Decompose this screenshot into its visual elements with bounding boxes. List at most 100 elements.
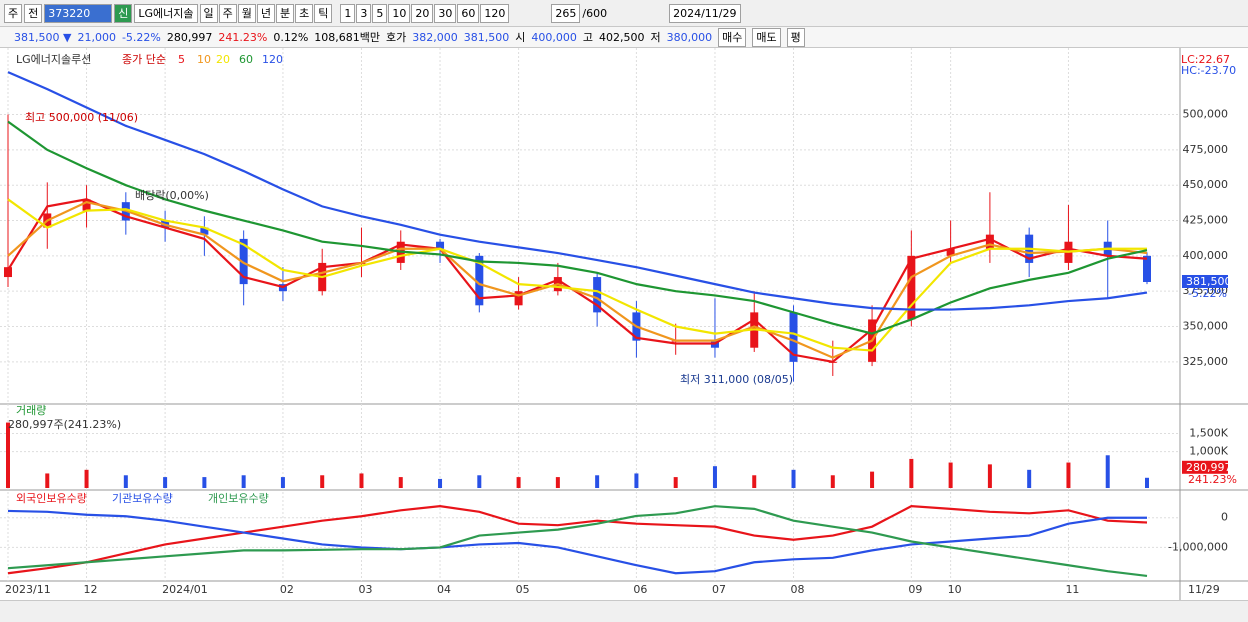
- y-tick-label: 0: [1221, 511, 1228, 524]
- hc-label: HC:-23.70: [1181, 64, 1236, 77]
- series-line: [7, 200, 1148, 359]
- amount: 108,681백만: [314, 31, 381, 44]
- date[interactable]: 2024/11/29: [669, 3, 741, 23]
- interval-button[interactable]: 120: [480, 3, 510, 23]
- y-tick-label: 1,500K: [1189, 426, 1228, 439]
- legend-entry: 20: [216, 53, 230, 66]
- legend-entry: 60: [239, 53, 253, 66]
- interval-button[interactable]: 10: [388, 3, 411, 23]
- period-button[interactable]: 초: [295, 3, 314, 23]
- candle-body: [239, 238, 248, 285]
- y-tick-label: 500,000: [1183, 108, 1229, 121]
- volume-bar: [6, 422, 10, 488]
- eval-button[interactable]: 평: [786, 27, 805, 47]
- period-button[interactable]: 틱: [314, 3, 333, 23]
- count-max: /600: [582, 6, 608, 20]
- panel-title: 거래량: [16, 404, 46, 417]
- legend-entry: 10: [197, 53, 211, 66]
- candle-body: [593, 277, 602, 313]
- x-tick-label: 10: [948, 583, 962, 596]
- period-button[interactable]: 월: [237, 3, 256, 23]
- candle-body: [436, 241, 445, 249]
- volume-bar: [1105, 455, 1110, 488]
- y-tick-label: 425,000: [1183, 214, 1229, 227]
- volume-bar: [673, 477, 678, 488]
- low-note: 최저 311,000 (08/05): [680, 373, 793, 386]
- high-note: 최고 500,000 (11/06): [25, 111, 138, 124]
- mode[interactable]: 전: [24, 3, 43, 23]
- low-label: 저: [650, 31, 661, 44]
- high-label: 고: [582, 31, 594, 44]
- x-tick-label: 11: [1065, 583, 1079, 596]
- y-tick-label: 1,000K: [1189, 445, 1228, 458]
- x-tick-label: 03: [358, 583, 372, 596]
- period-button[interactable]: 분: [276, 3, 295, 23]
- x-tick-label: 2024/01: [162, 583, 208, 596]
- market[interactable]: 주: [4, 3, 23, 23]
- last-price: 381,500: [1186, 275, 1232, 288]
- rate: -5.22%: [121, 30, 161, 44]
- legend-prefix: 종가 단순: [122, 53, 166, 66]
- sell-button[interactable]: 매도: [752, 27, 781, 47]
- volume-bar: [870, 471, 875, 488]
- y-tick-label: 325,000: [1183, 355, 1229, 368]
- candle-body: [200, 227, 209, 235]
- volume-bar: [163, 477, 168, 488]
- volume-bar: [595, 475, 600, 488]
- volume-bar: [241, 475, 246, 488]
- x-tick-label: 2023/11: [5, 583, 51, 596]
- interval-button[interactable]: 30: [434, 3, 457, 23]
- volume-bar: [202, 477, 207, 488]
- last-volume-change: 241.23%: [1188, 473, 1237, 486]
- volume-bar: [280, 477, 285, 488]
- volume-bar: [948, 462, 953, 488]
- buy-button[interactable]: 매수: [718, 27, 747, 47]
- x-tick-label: 08: [791, 583, 805, 596]
- volume-bar: [477, 475, 482, 488]
- ask-label: 호가: [386, 31, 407, 44]
- series-line: [7, 71, 1148, 311]
- series-line: [7, 505, 1148, 578]
- legend-entry: 5: [178, 53, 185, 66]
- period-button[interactable]: 주: [218, 3, 237, 23]
- volume-rate: 241.23%: [218, 30, 268, 44]
- volume-bar: [555, 477, 560, 488]
- interval-button[interactable]: 3: [356, 3, 372, 23]
- x-tick-label: 05: [516, 583, 530, 596]
- panel-subtitle: 280,997주(241.23%): [8, 418, 121, 431]
- interval-button[interactable]: 60: [457, 3, 480, 23]
- legend-entry: 개인보유수량: [208, 492, 269, 505]
- volume-bar: [830, 475, 835, 488]
- x-tick-label: 12: [84, 583, 98, 596]
- y-tick-label: 400,000: [1183, 249, 1229, 262]
- low: 380,000: [666, 30, 713, 44]
- turnover: 0.12%: [273, 30, 309, 44]
- last-change: -5.22%: [1188, 287, 1227, 300]
- chart: 325,000350,000375,000400,000425,000450,0…: [0, 48, 1248, 600]
- quote-bar: 381,500 ▼ 21,000 -5.22% 280,997 241.23% …: [0, 27, 1248, 48]
- candle-body: [4, 267, 12, 278]
- count[interactable]: 265: [551, 3, 581, 23]
- period-button[interactable]: 년: [256, 3, 276, 23]
- period-button[interactable]: 일: [199, 3, 218, 23]
- x-tick-label: 04: [437, 583, 451, 596]
- interval-button[interactable]: 20: [411, 3, 434, 23]
- code[interactable]: 373220: [44, 3, 113, 23]
- volume-bar: [1027, 469, 1032, 488]
- interval-button[interactable]: 5: [372, 3, 388, 23]
- volume-bar: [909, 458, 914, 488]
- legend-title: LG에너지솔루션: [16, 53, 91, 66]
- interval-button[interactable]: 1: [340, 3, 356, 23]
- candle-body: [907, 255, 916, 320]
- volume-bar: [320, 475, 325, 488]
- volume-bar: [791, 469, 796, 488]
- y-tick-label: 450,000: [1183, 178, 1229, 191]
- open-label: 시: [515, 31, 526, 44]
- status-bar: [0, 600, 1248, 622]
- legend-entry: 기관보유수량: [112, 492, 173, 505]
- volume-bar: [712, 466, 717, 488]
- y-tick-label: -1,000,000: [1168, 540, 1228, 553]
- candle-body: [514, 291, 523, 306]
